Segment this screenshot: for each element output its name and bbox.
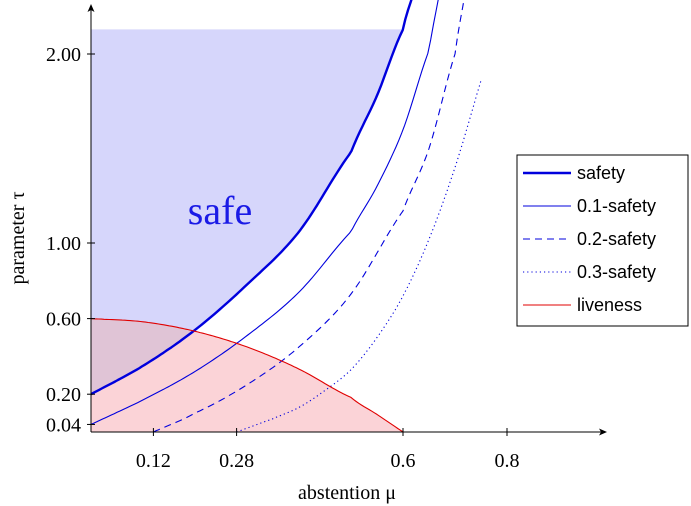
chart-curves bbox=[90, 0, 482, 433]
y-tick-label: 1.00 bbox=[46, 233, 81, 255]
safe-region bbox=[91, 29, 403, 395]
x-tick-label: 0.12 bbox=[136, 450, 171, 472]
chart-regions bbox=[91, 29, 403, 432]
x-tick-label: 0.8 bbox=[495, 450, 520, 472]
legend-label-0.1-safety: 0.1-safety bbox=[577, 196, 656, 216]
y-tick-label: 0.04 bbox=[46, 414, 81, 436]
legend: safety 0.1-safety 0.2-safety 0.3-safety live… bbox=[516, 154, 689, 327]
y-tick-label: 2.00 bbox=[46, 44, 81, 66]
legend-label-safety: safety bbox=[577, 163, 625, 183]
chart-ticks: 0.12 0.28 0.6 0.8 0.04 0.20 0.60 1.00 2.00 bbox=[46, 44, 520, 472]
legend-label-0.3-safety: 0.3-safety bbox=[577, 262, 656, 282]
safe-region-label: safe bbox=[188, 188, 252, 233]
series-0.1-safety bbox=[90, 0, 439, 425]
x-axis-arrow bbox=[599, 428, 607, 436]
x-tick-label: 0.6 bbox=[391, 450, 416, 472]
y-tick-label: 0.60 bbox=[46, 309, 81, 331]
series-0.2-safety bbox=[153, 0, 465, 433]
legend-label-0.2-safety: 0.2-safety bbox=[577, 229, 656, 249]
x-axis-label: abstention μ bbox=[298, 482, 396, 504]
y-axis-arrow bbox=[87, 4, 95, 12]
x-tick-label: 0.28 bbox=[219, 450, 254, 472]
overlap-region bbox=[91, 318, 193, 395]
legend-label-liveness: liveness bbox=[577, 295, 642, 315]
legend-box bbox=[516, 154, 689, 327]
y-tick-label: 0.20 bbox=[46, 384, 81, 406]
series-safety bbox=[90, 0, 413, 396]
series-liveness bbox=[90, 318, 404, 433]
series-0.3-safety bbox=[236, 80, 482, 433]
y-axis-label: parameter τ bbox=[7, 192, 29, 285]
chart-axes bbox=[87, 4, 607, 436]
